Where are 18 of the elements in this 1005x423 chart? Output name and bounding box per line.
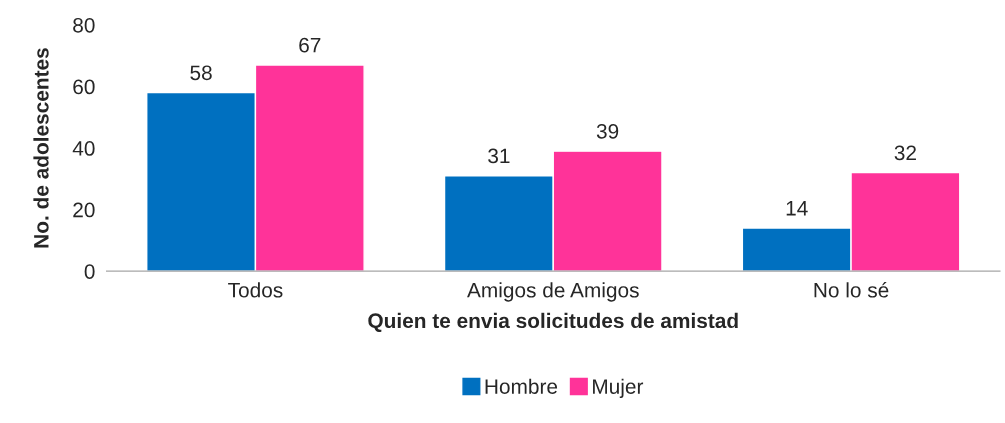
y-tick-label: 20 [73, 202, 95, 218]
data-label: 39 [596, 123, 619, 139]
y-axis-title: No. de adolescentes [33, 48, 49, 248]
data-label: 67 [299, 37, 321, 53]
y-tick-label: 40 [72, 141, 95, 156]
data-label: 14 [786, 201, 808, 216]
legend-label: Mujer [593, 378, 644, 399]
y-tick-label: 80 [73, 17, 95, 33]
data-label: 31 [488, 148, 510, 164]
data-label: 58 [190, 65, 212, 81]
x-tick-label: Todos [228, 282, 283, 298]
x-tick-label: Amigos de Amigos [467, 282, 639, 302]
y-tick-label: 0 [84, 264, 95, 279]
legend-label: Hombre [485, 378, 558, 394]
x-tick-label: No lo sé [814, 282, 889, 298]
data-label: 32 [894, 145, 916, 161]
x-axis-title: Quien te envia solicitudes de amistad [368, 312, 738, 332]
y-tick-label: 60 [73, 79, 95, 95]
